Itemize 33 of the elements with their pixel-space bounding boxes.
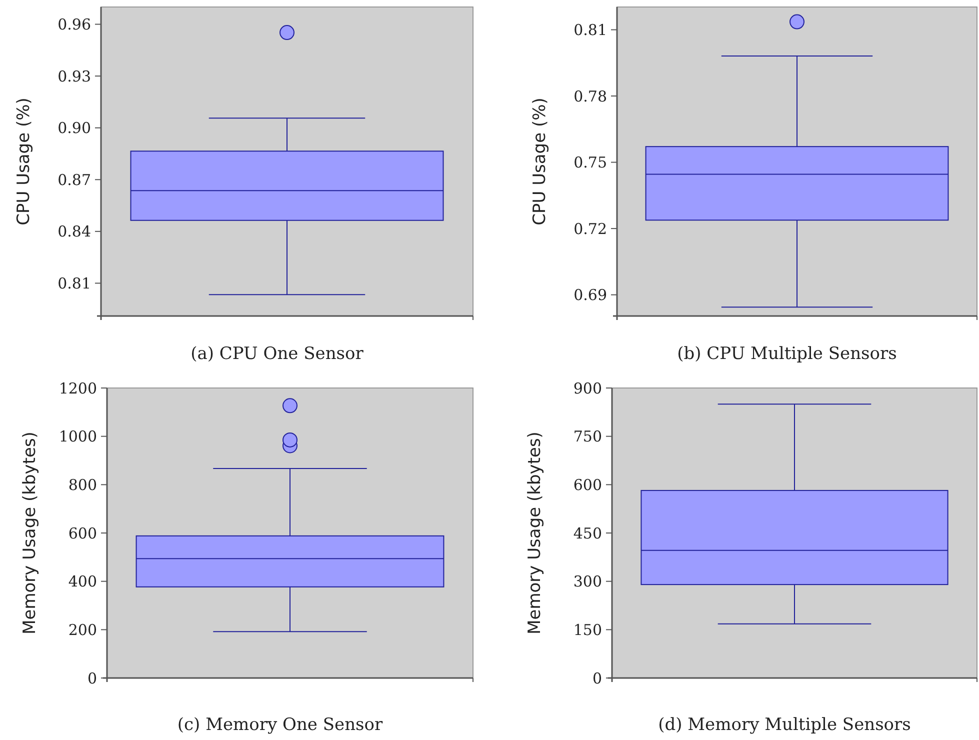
- y-tick-label: 600: [573, 476, 602, 494]
- y-tick-label: 0.90: [58, 119, 91, 138]
- y-tick-label: 0.75: [574, 154, 607, 172]
- y-tick-label: 450: [573, 524, 602, 542]
- text: (d) Memory Multiple Sensors: [658, 714, 911, 735]
- y-tick-label: 1200: [58, 379, 97, 398]
- text: (b) CPU Multiple Sensors: [677, 344, 897, 364]
- y-axis-title: CPU Usage (%): [14, 98, 34, 226]
- y-tick-label: 0.72: [574, 220, 607, 238]
- y-tick-label: 0.81: [58, 274, 91, 292]
- y-tick-label: 300: [573, 572, 602, 591]
- y-axis-title: CPU Usage (%): [530, 98, 550, 226]
- y-tick-label: 1000: [58, 428, 97, 446]
- y-tick-label: 150: [573, 620, 602, 639]
- y-axis-title: Memory Usage (kbytes): [20, 432, 40, 634]
- y-tick-label: 0.84: [58, 222, 91, 241]
- text: (a) CPU One Sensor: [190, 344, 364, 364]
- y-tick-label: 200: [68, 620, 97, 639]
- y-tick-label: 0: [87, 669, 97, 688]
- y-tick-label: 900: [573, 379, 602, 398]
- y-tick-label: 800: [68, 476, 97, 494]
- y-tick-label: 0.81: [574, 21, 607, 39]
- y-tick-label: 0: [592, 669, 602, 688]
- y-tick-label: 0.78: [574, 87, 607, 106]
- y-tick-label: 0.96: [58, 16, 91, 34]
- y-tick-label: 0.87: [58, 170, 91, 189]
- y-tick-label: 0.93: [58, 67, 91, 86]
- y-tick-label: 600: [68, 524, 97, 542]
- y-tick-label: 750: [573, 428, 602, 446]
- text: (c) Memory One Sensor: [177, 714, 384, 735]
- y-tick-label: 0.69: [574, 286, 607, 304]
- y-axis-title: Memory Usage (kbytes): [525, 432, 545, 634]
- y-tick-label: 400: [68, 572, 97, 591]
